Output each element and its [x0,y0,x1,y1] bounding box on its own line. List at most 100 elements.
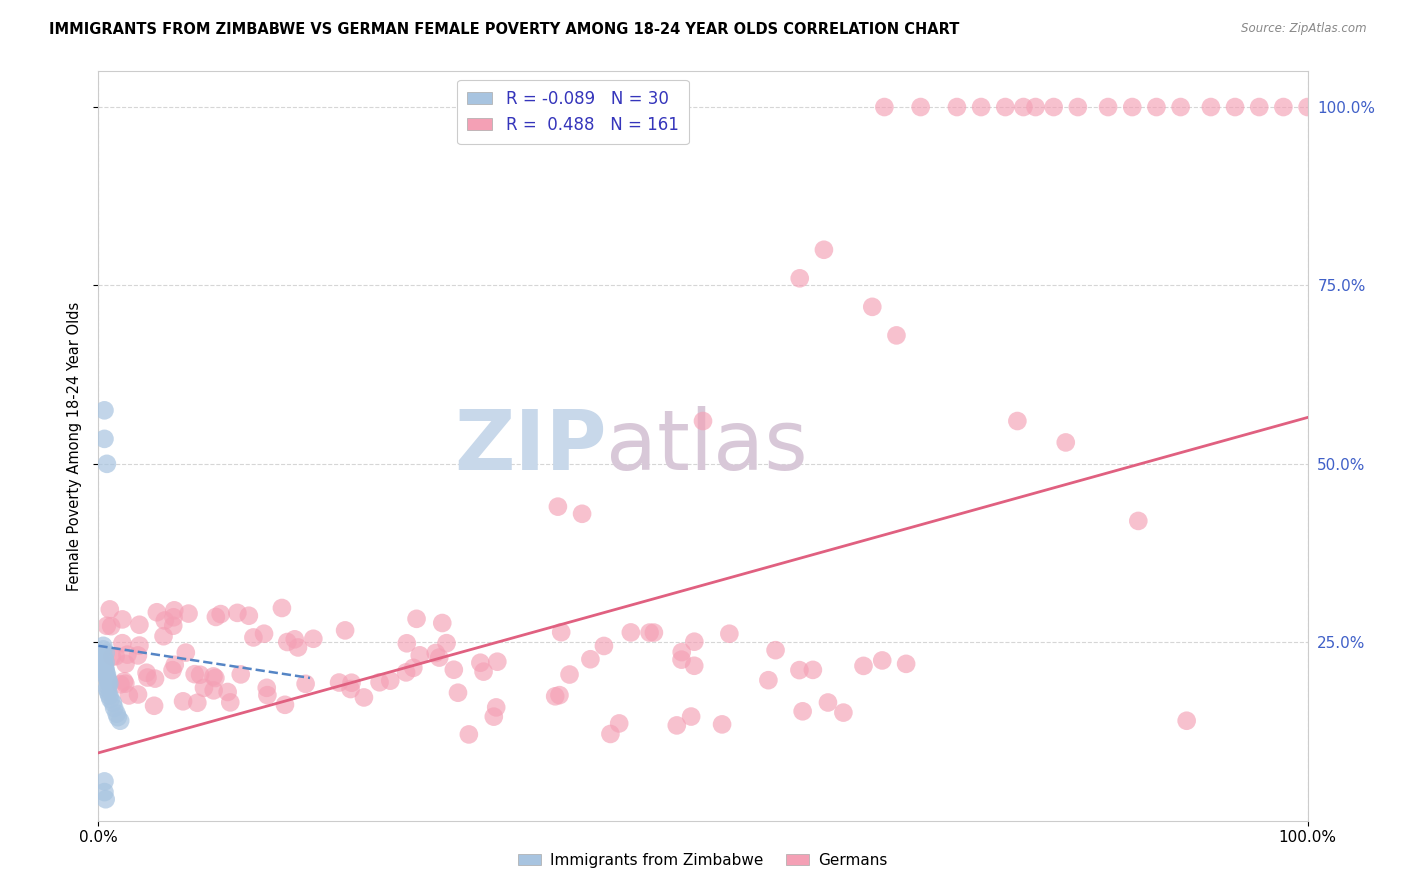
Point [97,685,120,699]
Point [765,643,787,657]
Point [340,675,363,690]
Point [96,681,118,696]
Point [204,671,226,685]
Point [94,665,117,680]
Point [579,652,602,666]
Point [792,704,814,718]
Point [482,709,505,723]
Point [97,680,120,694]
Point [544,690,567,704]
Point [593,639,616,653]
Point [209,607,232,621]
Text: IMMIGRANTS FROM ZIMBABWE VS GERMAN FEMALE POVERTY AMONG 18-24 YEAR OLDS CORRELAT: IMMIGRANTS FROM ZIMBABWE VS GERMAN FEMAL… [49,22,959,37]
Point [162,663,184,677]
Point [946,100,969,114]
Text: ZIP: ZIP [454,406,606,486]
Point [229,667,252,681]
Point [127,648,149,663]
Point [758,673,780,688]
Point [100,619,122,633]
Point [226,606,249,620]
Point [1121,100,1143,114]
Point [711,717,734,731]
Point [177,607,200,621]
Point [894,657,917,671]
Point [395,636,418,650]
Point [599,727,621,741]
Point [93,658,115,673]
Point [328,675,350,690]
Point [98,676,121,690]
Point [1199,100,1222,114]
Point [432,615,454,630]
Point [353,690,375,705]
Point [103,701,125,715]
Point [276,635,298,649]
Point [665,718,688,732]
Point [284,632,307,647]
Point [718,626,741,640]
Y-axis label: Female Poverty Among 18-24 Year Olds: Female Poverty Among 18-24 Year Olds [67,301,83,591]
Point [256,681,278,695]
Point [994,100,1017,114]
Point [571,507,593,521]
Point [202,669,225,683]
Point [146,605,169,619]
Point [108,714,131,728]
Point [405,612,427,626]
Point [1067,100,1090,114]
Point [193,681,215,695]
Point [443,663,465,677]
Point [186,696,208,710]
Point [620,625,643,640]
Point [1146,100,1168,114]
Point [242,631,264,645]
Legend: R = -0.089   N = 30, R =  0.488   N = 161: R = -0.089 N = 30, R = 0.488 N = 161 [457,79,689,144]
Point [1128,514,1150,528]
Point [135,665,157,680]
Point [1175,714,1198,728]
Point [457,727,479,741]
Point [105,706,128,721]
Point [101,696,124,710]
Point [96,671,118,685]
Point [870,653,893,667]
Point [143,672,166,686]
Point [1012,100,1035,114]
Point [801,663,824,677]
Point [172,694,194,708]
Point [163,603,186,617]
Point [152,629,174,643]
Point [681,709,703,723]
Point [128,617,150,632]
Point [162,610,184,624]
Point [886,328,908,343]
Point [162,618,184,632]
Point [548,688,571,702]
Point [860,300,883,314]
Point [97,673,120,687]
Point [93,403,115,417]
Point [110,677,132,691]
Point [205,610,228,624]
Point [217,685,239,699]
Point [789,663,811,677]
Point [1170,100,1192,114]
Point [558,667,581,681]
Point [93,660,115,674]
Point [97,674,120,689]
Point [683,634,706,648]
Point [114,676,136,690]
Legend: Immigrants from Zimbabwe, Germans: Immigrants from Zimbabwe, Germans [512,847,894,873]
Point [94,655,117,669]
Point [202,683,225,698]
Point [447,686,470,700]
Point [873,100,896,114]
Point [817,696,839,710]
Point [409,648,432,663]
Point [425,646,447,660]
Point [910,100,932,114]
Point [852,659,875,673]
Point [274,698,297,712]
Point [94,646,117,660]
